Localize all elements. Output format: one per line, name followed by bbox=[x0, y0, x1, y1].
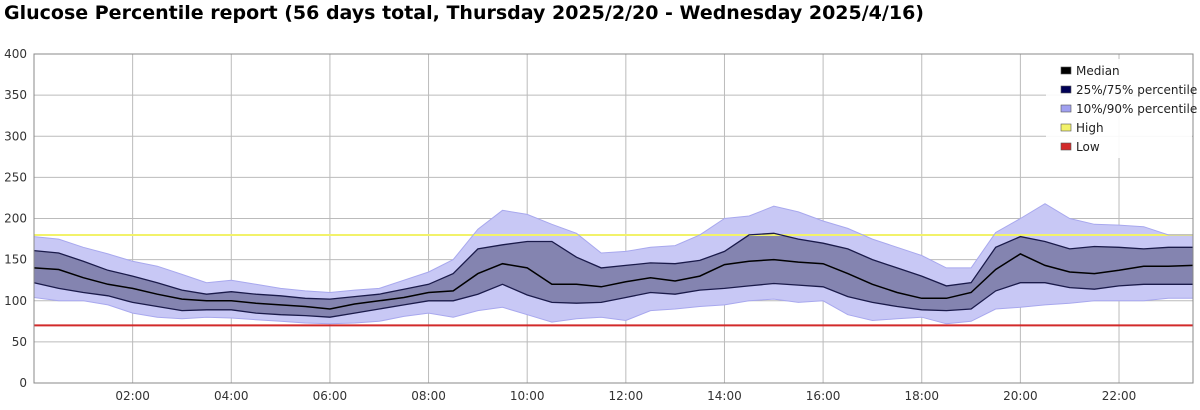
x-tick-label: 08:00 bbox=[411, 389, 446, 403]
y-tick-label: 0 bbox=[19, 376, 27, 390]
p90-line bbox=[33, 203, 1193, 294]
legend-swatch bbox=[1060, 66, 1072, 75]
legend-swatch bbox=[1060, 104, 1072, 113]
legend-label: Median bbox=[1076, 64, 1120, 78]
x-tick-label: 20:00 bbox=[1003, 389, 1038, 403]
p10-line bbox=[33, 297, 1193, 325]
y-tick-label: 100 bbox=[4, 294, 27, 308]
legend-swatch bbox=[1060, 85, 1072, 94]
plot-border bbox=[33, 53, 1194, 384]
median-line bbox=[33, 253, 1194, 310]
chart-title: Glucose Percentile report (56 days total… bbox=[4, 2, 924, 24]
legend-label: Low bbox=[1076, 140, 1100, 154]
x-tick-label: 12:00 bbox=[609, 389, 644, 403]
grid bbox=[34, 53, 1193, 384]
y-tick-label: 150 bbox=[4, 253, 27, 267]
band-25-75-percentile bbox=[34, 233, 1193, 318]
p25-line bbox=[33, 282, 1193, 318]
x-tick-label: 04:00 bbox=[214, 389, 249, 403]
x-tick-label: 16:00 bbox=[806, 389, 841, 403]
y-tick-label: 400 bbox=[4, 47, 27, 61]
y-tick-label: 50 bbox=[12, 335, 27, 349]
x-tick-label: 02:00 bbox=[115, 389, 150, 403]
legend-label: 10%/90% percentile bbox=[1076, 102, 1197, 116]
x-tick-label: 14:00 bbox=[707, 389, 742, 403]
legend-swatch bbox=[1060, 123, 1072, 132]
y-tick-label: 350 bbox=[4, 88, 27, 102]
legend-label: High bbox=[1076, 121, 1104, 135]
p75-line bbox=[33, 232, 1193, 300]
legend-swatch bbox=[1060, 142, 1072, 151]
limit-lines bbox=[34, 233, 1193, 327]
chart-legend: Median 25%/75% percentile 10%/90% percenti… bbox=[1046, 59, 1197, 158]
y-tick-label: 300 bbox=[4, 129, 27, 143]
x-tick-label: 18:00 bbox=[904, 389, 939, 403]
legend-label: 25%/75% percentile bbox=[1076, 83, 1197, 97]
x-axis-ticks: 02:00 04:00 06:00 08:00 10:00 12:00 14:00 16:00… bbox=[115, 389, 1136, 403]
percentile-lines bbox=[33, 203, 1194, 325]
x-tick-label: 22:00 bbox=[1102, 389, 1137, 403]
y-axis-ticks: 0 50 100 150 200 250 300 350 400 bbox=[4, 47, 27, 390]
percentile-bands bbox=[34, 203, 1193, 324]
x-tick-label: 06:00 bbox=[313, 389, 348, 403]
y-tick-label: 250 bbox=[4, 170, 27, 184]
y-tick-label: 200 bbox=[4, 212, 27, 226]
x-tick-label: 10:00 bbox=[510, 389, 545, 403]
